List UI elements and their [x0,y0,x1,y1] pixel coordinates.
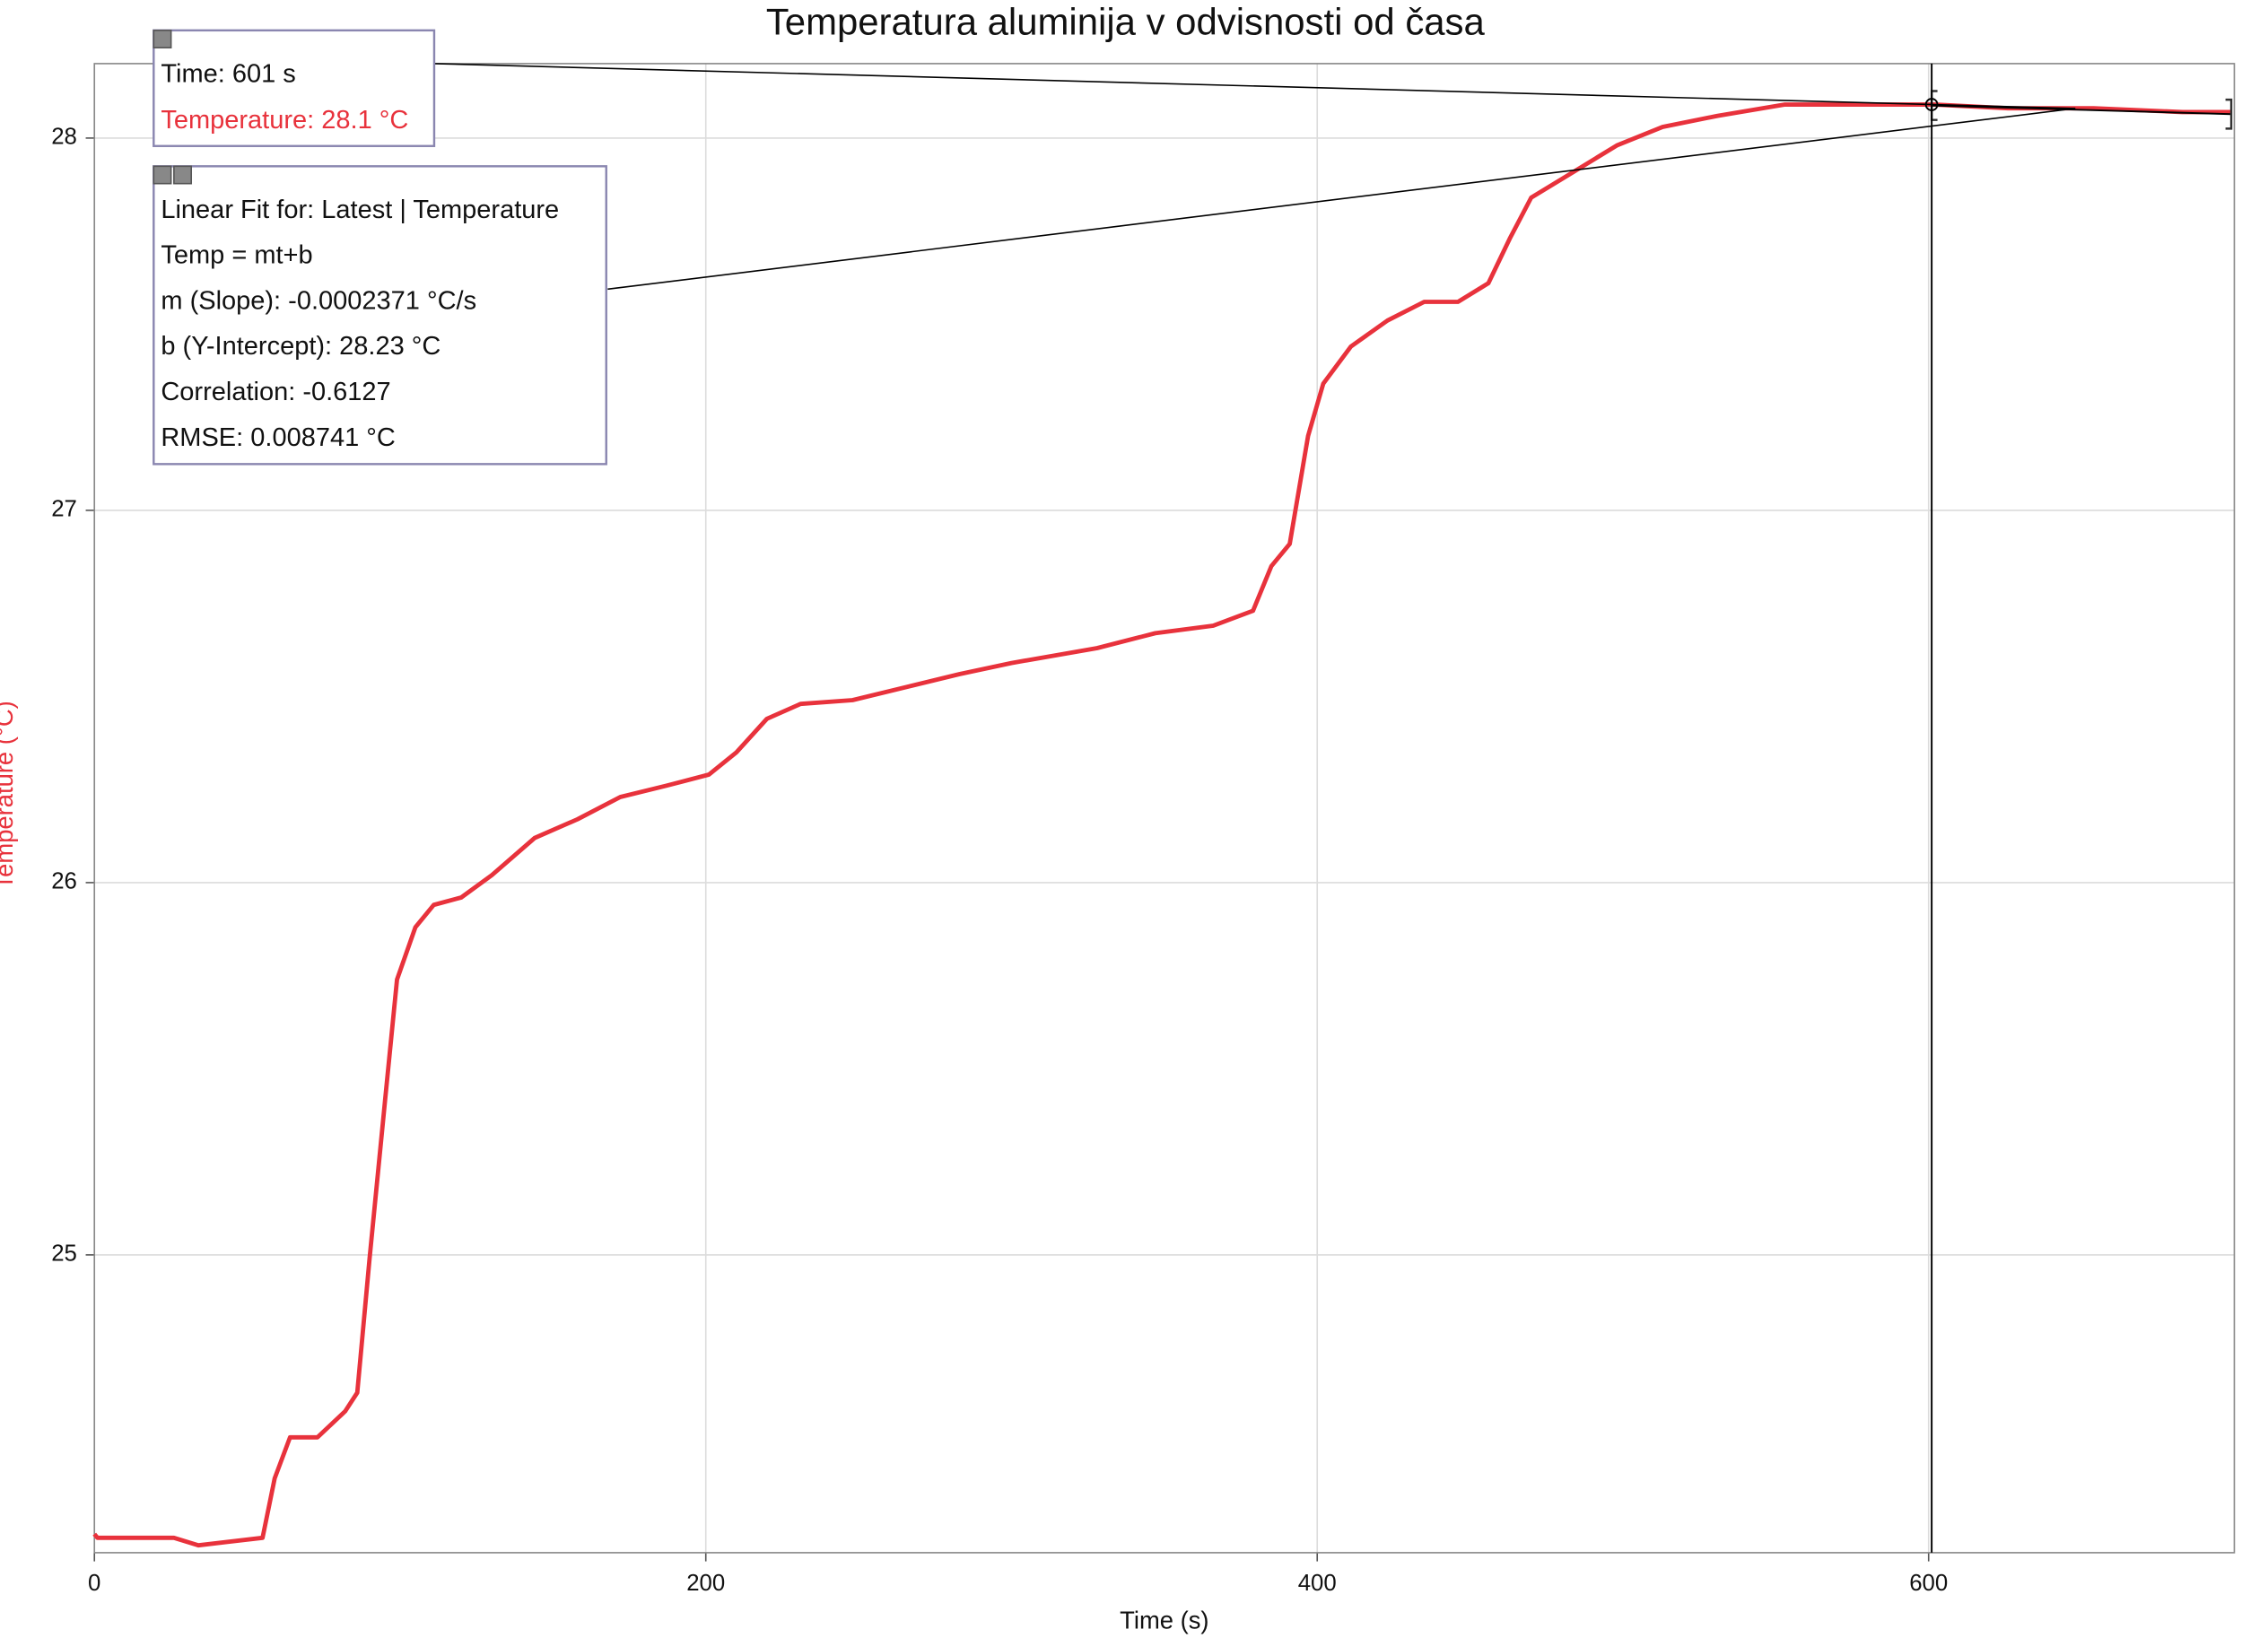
tooltip-time: Time: 601 s [161,59,295,88]
y-tick-label: 26 [51,869,77,894]
x-tick-label: 400 [1298,1571,1337,1596]
y-axis-label: Temperature (°C) [0,701,18,889]
fit-bracket [2225,98,2233,130]
x-tick-label: 0 [88,1571,100,1596]
fit-line [1932,104,2232,116]
x-tick-label: 200 [686,1571,725,1596]
close-button[interactable] [153,165,172,185]
x-tick-label: 600 [1909,1571,1948,1596]
y-tick-label: 25 [51,1242,77,1267]
close-button[interactable] [153,30,172,48]
y-tick-label: 28 [51,125,77,150]
tooltip-frame [153,29,436,147]
fit-box-line: m (Slope): -0.0002371 °C/s [161,286,476,315]
leader-line [607,108,2076,291]
leader-line [433,63,2076,109]
fit-box-line: Linear Fit for: Latest | Temperature [161,196,559,224]
fit-box-frame [153,165,607,466]
fit-box-line: b (Y-Intercept): 28.23 °C [161,332,441,361]
cursor-tooltip: Time: 601 s Temperature: 28.1 °C [153,29,436,147]
fit-box-line: Correlation: -0.6127 [161,378,390,406]
chart-title: Temperatura aluminija v odvisnosti od ča… [766,0,1486,42]
y-tick-label: 27 [51,497,77,522]
options-button[interactable] [173,165,193,185]
plot-frame [93,63,2236,1554]
fit-info-box: Linear Fit for: Latest | Temperature Temp… [153,165,607,466]
tooltip-temperature: Temperature: 28.1 °C [161,106,408,135]
fit-box-line: RMSE: 0.008741 °C [161,423,395,452]
fit-box-line: Temp = mt+b [161,241,312,270]
x-axis-label: Time (s) [1120,1607,1208,1634]
data-line [92,102,2232,1548]
